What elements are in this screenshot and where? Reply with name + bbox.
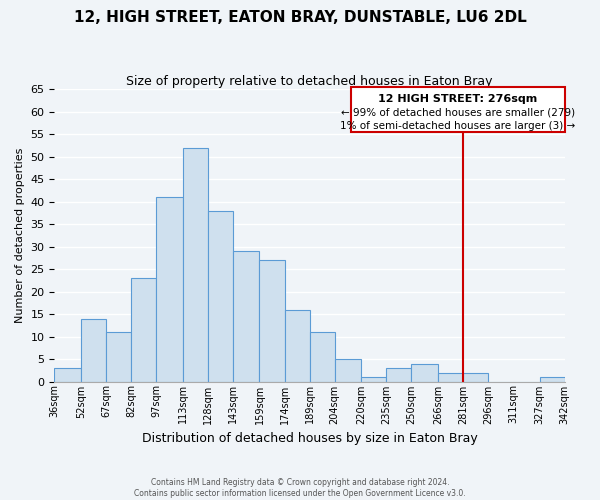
Bar — [539, 377, 565, 382]
Bar — [233, 251, 259, 382]
Text: Contains HM Land Registry data © Crown copyright and database right 2024.
Contai: Contains HM Land Registry data © Crown c… — [134, 478, 466, 498]
Bar — [156, 197, 183, 382]
Bar — [208, 210, 233, 382]
Bar — [106, 332, 131, 382]
Bar — [386, 368, 411, 382]
Text: 12, HIGH STREET, EATON BRAY, DUNSTABLE, LU6 2DL: 12, HIGH STREET, EATON BRAY, DUNSTABLE, … — [74, 10, 526, 25]
Text: 1% of semi-detached houses are larger (3) →: 1% of semi-detached houses are larger (3… — [340, 120, 575, 130]
Bar — [463, 372, 488, 382]
Bar — [310, 332, 335, 382]
Bar — [284, 310, 310, 382]
Bar — [335, 359, 361, 382]
Y-axis label: Number of detached properties: Number of detached properties — [15, 148, 25, 323]
Bar — [183, 148, 208, 382]
Text: ← 99% of detached houses are smaller (279): ← 99% of detached houses are smaller (27… — [341, 107, 575, 117]
Bar — [361, 377, 386, 382]
Text: 12 HIGH STREET: 276sqm: 12 HIGH STREET: 276sqm — [378, 94, 538, 104]
Bar — [55, 368, 81, 382]
FancyBboxPatch shape — [351, 87, 565, 132]
Bar — [131, 278, 156, 382]
Bar — [259, 260, 284, 382]
Bar — [411, 364, 438, 382]
Title: Size of property relative to detached houses in Eaton Bray: Size of property relative to detached ho… — [126, 75, 493, 88]
Bar — [81, 318, 106, 382]
X-axis label: Distribution of detached houses by size in Eaton Bray: Distribution of detached houses by size … — [142, 432, 478, 445]
Bar — [438, 372, 463, 382]
